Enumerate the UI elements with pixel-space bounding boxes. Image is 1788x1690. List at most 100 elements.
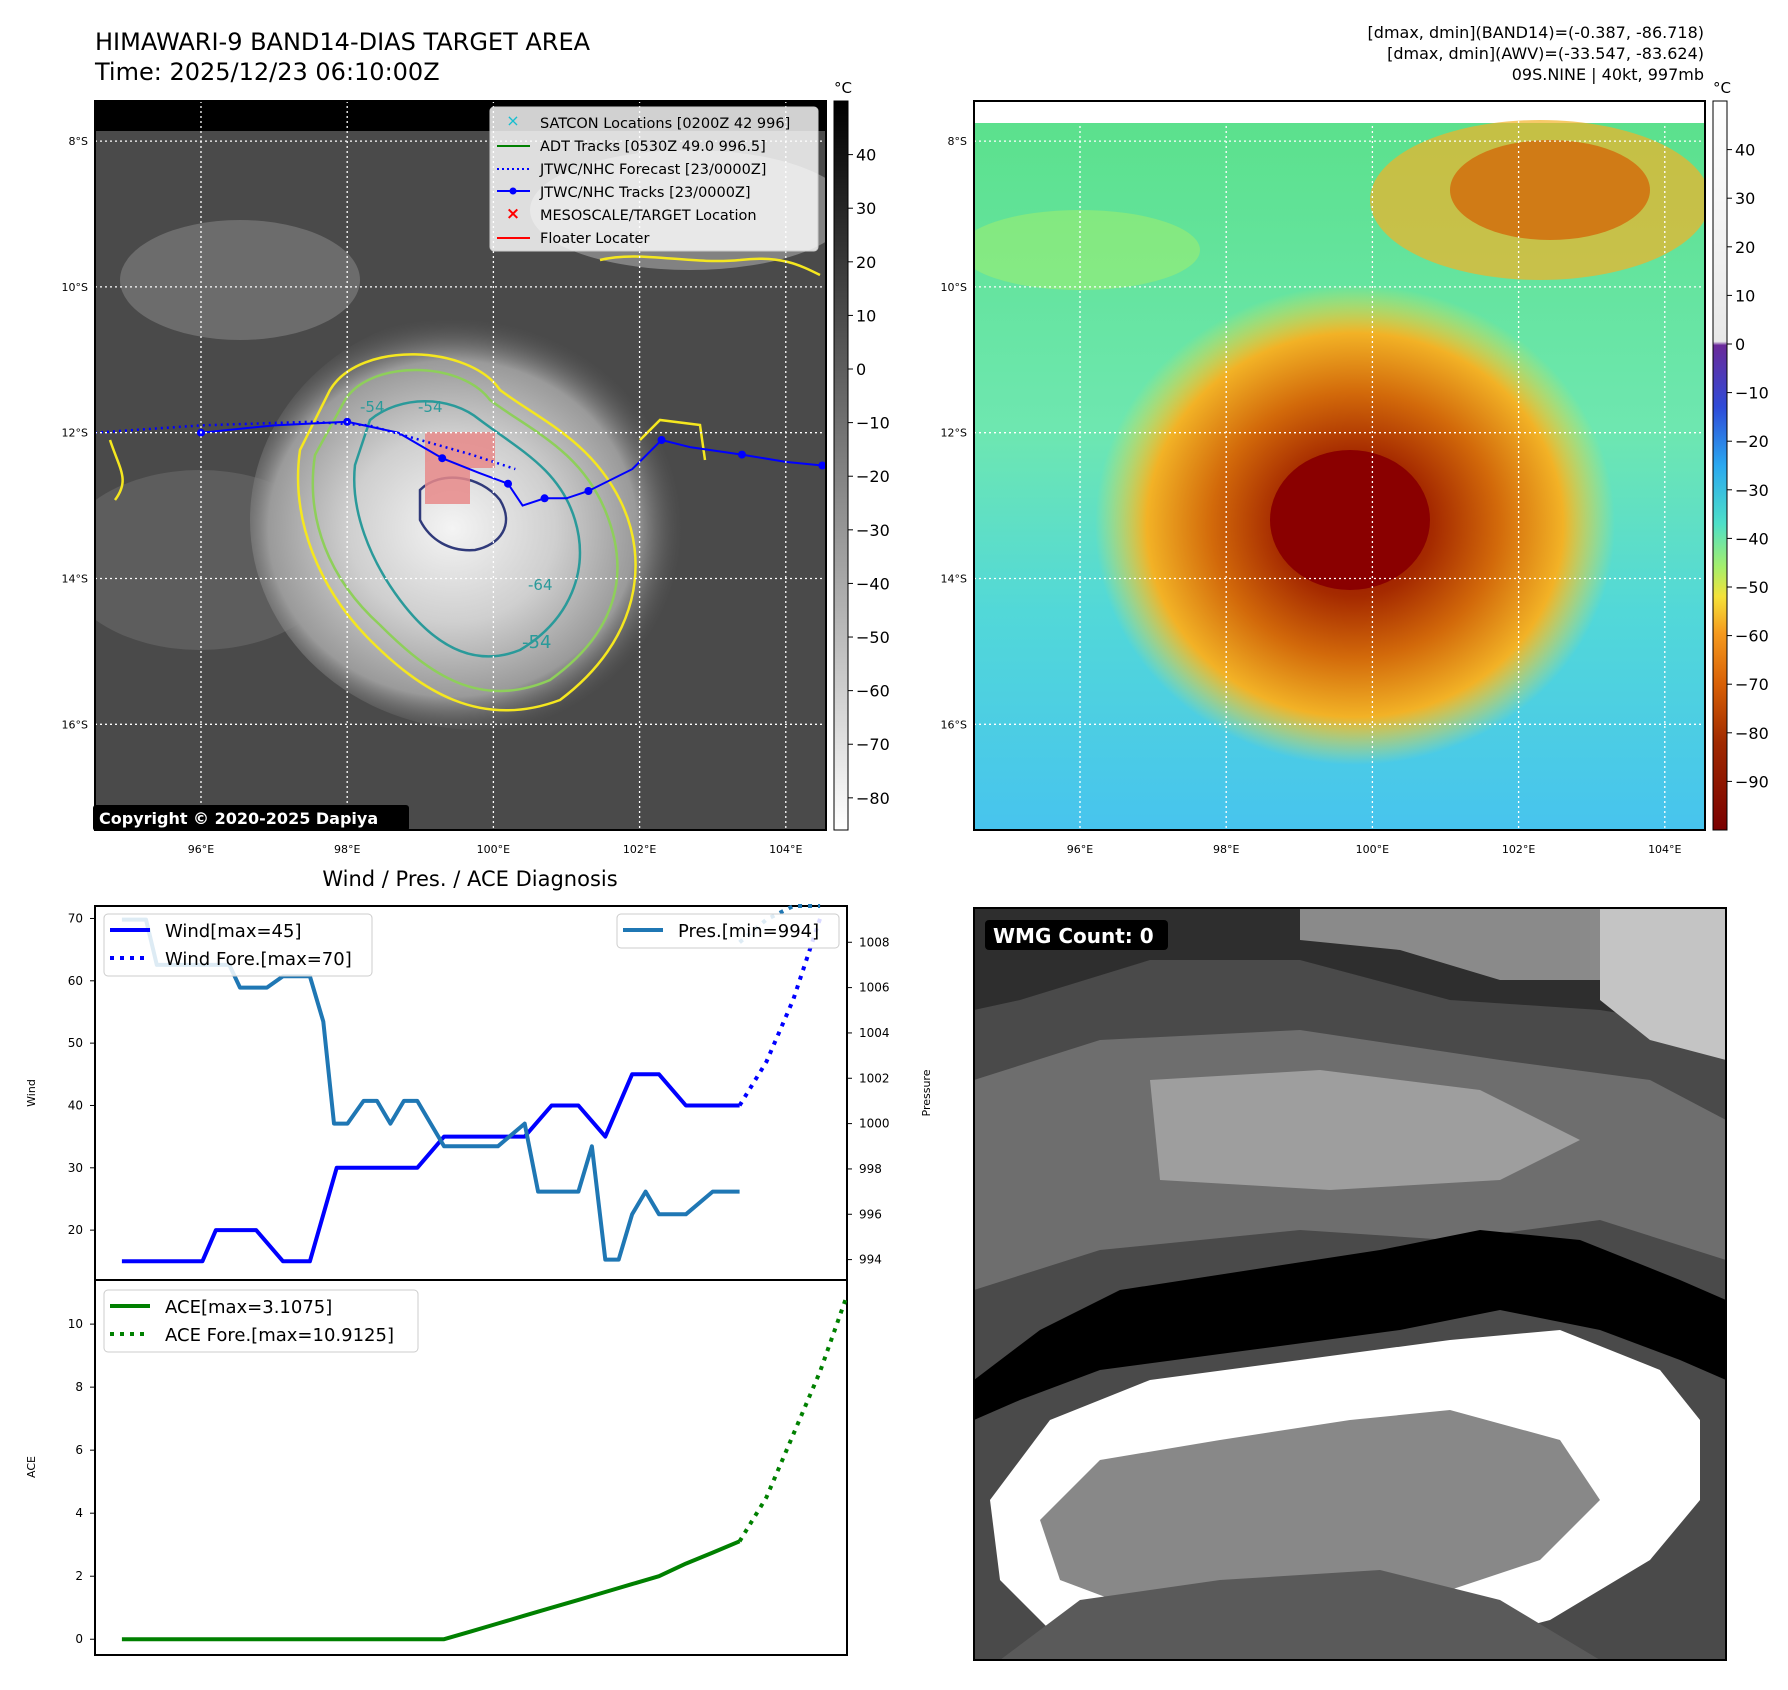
series-pres-min [121, 917, 740, 1262]
color-map-frame [973, 100, 1706, 831]
legend-satcon: SATCON Locations [0200Z 42 996] [540, 116, 790, 132]
lon-label: 104°E [769, 843, 802, 856]
colorbar-tick-label: −90 [1735, 772, 1769, 791]
lat-label: 14°S [62, 572, 88, 585]
colorbar-tick-label: −10 [856, 414, 890, 433]
ace-tick-label: 8 [75, 1380, 83, 1394]
jtwc-track-point [584, 487, 593, 496]
colorbar-tick-label: −60 [856, 682, 890, 701]
lon-label: 100°E [477, 843, 510, 856]
lon-label: 98°E [334, 843, 360, 856]
contour-label: -54 [360, 398, 385, 416]
ace-tick-label: 2 [75, 1569, 83, 1583]
colorbar-tick-label: −70 [856, 735, 890, 754]
colorbar-tick-label: 30 [856, 199, 876, 218]
colorbar-tick-label: −70 [1735, 675, 1769, 694]
target-marker-icon: × [506, 204, 520, 224]
colorbar-gray: °C 40 30 20 10 0 −10 −20 −30 −40 −50 −60 −70 −80 [833, 79, 890, 831]
legend-target: MESOSCALE/TARGET Location [540, 208, 757, 224]
colorbar-tick-label: 40 [856, 146, 876, 165]
pressure-tick-label: 998 [859, 1162, 882, 1176]
series-ace-max [121, 1539, 741, 1642]
colorbar-tick-label: 10 [1735, 286, 1755, 305]
ir-map-panel: -54 -54 -64 -54 8°S 10°S 12°S 14°S 16°S 96°E 9… [62, 100, 827, 856]
colorbar-tick-label: −40 [1735, 529, 1769, 548]
copyright-text: Copyright © 2020-2025 Dapiya [99, 809, 378, 828]
legend-pressure: Pres.[min=994] [678, 921, 819, 942]
colorbar-tick-label: −50 [1735, 578, 1769, 597]
jtwc-track-point [657, 435, 666, 444]
pressure-tick-label: 1008 [859, 935, 890, 949]
diag-title: Wind / Pres. / ACE Diagnosis [322, 867, 617, 891]
pressure-tick-label: 994 [859, 1253, 882, 1267]
target-box-upper [425, 432, 495, 468]
lat-label: 8°S [69, 135, 88, 148]
wind-tick-label: 50 [68, 1036, 83, 1050]
legend-wind-forecast: Wind Fore.[max=70] [165, 949, 352, 970]
ace-tick-label: 0 [75, 1632, 83, 1646]
colorbar-color: °C 40 30 20 10 0 −10 −20 −30 −40 −50 −60 −70 −80 −90 [1712, 79, 1769, 831]
ace-tick-label: 4 [75, 1506, 83, 1520]
legend-wind: Wind[max=45] [165, 921, 302, 942]
wind-tick-label: 40 [68, 1098, 83, 1112]
colorbar-tick-label: 20 [1735, 238, 1755, 257]
copyright-box [93, 805, 409, 831]
wmg-panel: WMG Count: 0 [973, 907, 1727, 1661]
wind-legend: Wind[max=45] Wind Fore.[max=70] [103, 913, 373, 977]
satcon-marker-icon: × [506, 111, 519, 130]
lat-label: 12°S [62, 427, 88, 440]
lat-label: 10°S [941, 281, 967, 294]
lon-label: 102°E [623, 843, 656, 856]
wind-tick-label: 70 [68, 911, 83, 925]
lat-label: 10°S [62, 281, 88, 294]
wind-tick-label: 20 [68, 1223, 83, 1237]
legend-tracks: JTWC/NHC Tracks [23/0000Z] [539, 185, 751, 201]
wmg-count-label: WMG Count: 0 [993, 924, 1154, 948]
contour-label: -64 [528, 576, 553, 594]
colorbar-tick-label: −80 [856, 789, 890, 808]
info-awv: [dmax, dmin](AWV)=(-33.547, -83.624) [1387, 44, 1704, 63]
colorbar-tick-label: −30 [856, 521, 890, 540]
wmg-frame [973, 907, 1727, 1661]
lat-label: 14°S [941, 572, 967, 585]
colorbar-tick-label: 0 [1735, 335, 1745, 354]
pressure-tick-label: 1000 [859, 1117, 890, 1131]
wind-tick-label: 60 [68, 974, 83, 988]
diag-panel: Wind Pressure ACE 2030405060709949969981… [25, 904, 933, 1656]
ace-tick-label: 6 [75, 1443, 83, 1457]
legend-floater: Floater Locater [540, 231, 649, 247]
ylabel-ace: ACE [25, 1456, 38, 1478]
series-wind-max [121, 1072, 740, 1264]
lon-label: 98°E [1213, 843, 1239, 856]
colorbar-tick-label: −10 [1735, 384, 1769, 403]
lat-label: 8°S [948, 135, 967, 148]
pressure-tick-label: 1002 [859, 1071, 890, 1085]
pressure-tick-label: 1004 [859, 1026, 890, 1040]
lat-label: 12°S [941, 427, 967, 440]
colorbar-tick-label: −60 [1735, 627, 1769, 646]
target-box-lower [425, 468, 470, 504]
pressure-tick-label: 1006 [859, 981, 890, 995]
jtwc-track-point [504, 479, 513, 488]
wmg-count-box [985, 920, 1168, 950]
colorbar-tick-label: 10 [856, 306, 876, 325]
colorbar-color-unit: °C [1713, 79, 1731, 97]
lat-label: 16°S [62, 718, 88, 731]
jtwc-track-point [540, 494, 549, 503]
lon-label: 104°E [1648, 843, 1681, 856]
info-storm: 09S.NINE | 40kt, 997mb [1512, 65, 1704, 84]
jtwc-track-point [438, 454, 447, 463]
colorbar-tick-label: 0 [856, 360, 866, 379]
ylabel-wind: Wind [25, 1079, 38, 1107]
series-wind-fore-max [737, 917, 822, 1107]
jtwc-track-point [737, 450, 746, 459]
legend-forecast: JTWC/NHC Forecast [23/0000Z] [539, 162, 766, 178]
pressure-tick-label: 996 [859, 1207, 882, 1221]
lat-label: 16°S [941, 718, 967, 731]
contour-label: -54 [522, 632, 551, 653]
colorbar-tick-label: −40 [856, 574, 890, 593]
legend-adt: ADT Tracks [0530Z 49.0 996.5] [540, 139, 766, 155]
legend-ace: ACE[max=3.1075] [165, 1297, 332, 1318]
jtwc-track-point [818, 461, 827, 470]
